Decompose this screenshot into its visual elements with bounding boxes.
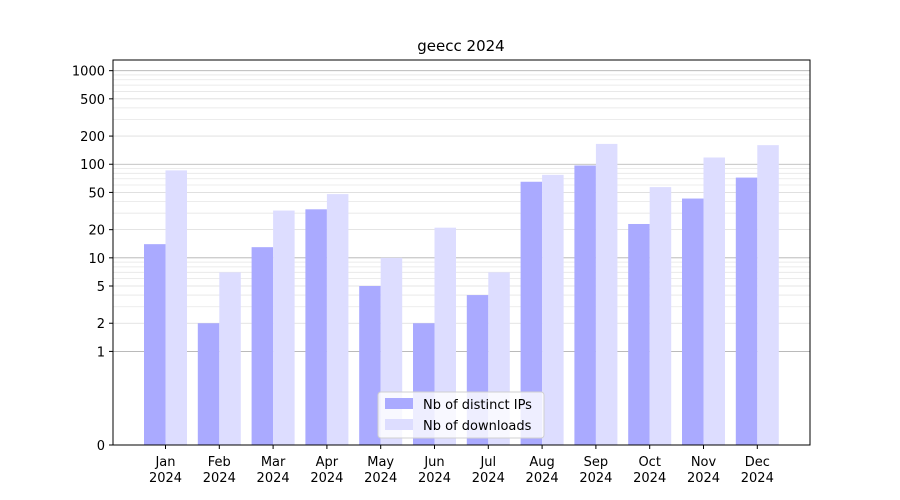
- x-tick-label-month: May: [367, 455, 394, 470]
- x-tick-label-year: 2024: [687, 471, 720, 486]
- x-tick-label-year: 2024: [418, 471, 451, 486]
- x-tick-label-month: Dec: [745, 455, 770, 470]
- y-tick-label: 1: [97, 345, 105, 360]
- x-tick-label-year: 2024: [257, 471, 290, 486]
- legend-label: Nb of downloads: [423, 419, 532, 434]
- bar-distinct-ips: [305, 209, 327, 445]
- bar-distinct-ips: [735, 177, 758, 446]
- bar-distinct-ips: [251, 247, 274, 445]
- bar-distinct-ips: [628, 223, 650, 445]
- y-tick-label: 0: [97, 439, 105, 454]
- legend-box: [377, 391, 545, 439]
- x-tick-label-year: 2024: [579, 471, 612, 486]
- x-tick-label-year: 2024: [741, 471, 774, 486]
- chart-title: geecc 2024: [417, 37, 504, 55]
- x-tick-label-year: 2024: [472, 471, 505, 486]
- plot-frame: [112, 59, 811, 446]
- legend-swatch: [385, 398, 413, 409]
- bar-downloads: [165, 170, 187, 445]
- bar-downloads: [326, 194, 349, 445]
- bar-downloads: [649, 187, 672, 445]
- x-axis: Jan2024Feb2024Mar2024Apr2024May2024Jun20…: [149, 445, 774, 486]
- x-tick-label-year: 2024: [149, 471, 182, 486]
- y-tick-label: 50: [88, 186, 105, 201]
- x-tick-label-year: 2024: [633, 471, 666, 486]
- bar-downloads: [273, 210, 295, 445]
- y-tick-label: 10: [88, 252, 105, 267]
- bar-downloads: [542, 174, 564, 445]
- bar-distinct-ips: [574, 165, 596, 446]
- bar-downloads: [757, 145, 779, 445]
- x-tick-label-year: 2024: [203, 471, 236, 486]
- x-tick-label-month: Jul: [479, 455, 496, 470]
- legend-label: Nb of distinct IPs: [423, 398, 532, 413]
- legend: Nb of distinct IPs Nb of downloads: [377, 391, 545, 439]
- x-tick-label-month: Oct: [638, 455, 660, 470]
- bar-distinct-ips: [682, 198, 704, 445]
- x-tick-label-month: Mar: [261, 455, 286, 470]
- legend-swatch: [385, 419, 413, 430]
- y-tick-label: 1000: [72, 65, 105, 80]
- y-axis: 0 1 2 5 10 20 50 100 200 500 1000: [72, 65, 113, 454]
- bar-downloads: [595, 143, 618, 445]
- y-tick-label: 100: [80, 158, 105, 173]
- bar-downloads: [434, 227, 456, 445]
- x-tick-label-month: Apr: [316, 455, 339, 470]
- x-tick-label-month: Sep: [584, 455, 609, 470]
- x-tick-label-month: Feb: [208, 455, 231, 470]
- x-tick-label-year: 2024: [310, 471, 343, 486]
- y-tick-label: 200: [80, 130, 105, 145]
- bars-group: [144, 143, 779, 446]
- x-tick-label-month: Jan: [154, 455, 175, 470]
- y-tick-label: 5: [97, 280, 105, 295]
- x-tick-label-month: Jun: [423, 455, 444, 470]
- bar-downloads: [703, 157, 725, 445]
- bar-downloads: [219, 272, 241, 445]
- y-tick-label: 20: [88, 224, 105, 239]
- bar-distinct-ips: [197, 323, 220, 445]
- y-tick-label: 500: [80, 93, 105, 108]
- y-tick-label: 2: [97, 317, 105, 332]
- x-tick-label-month: Aug: [529, 455, 554, 470]
- bar-distinct-ips: [520, 181, 543, 446]
- x-tick-label-year: 2024: [364, 471, 397, 486]
- x-tick-label-month: Nov: [691, 455, 717, 470]
- bar-distinct-ips: [359, 286, 381, 445]
- x-tick-label-year: 2024: [526, 471, 559, 486]
- bar-distinct-ips: [144, 244, 166, 445]
